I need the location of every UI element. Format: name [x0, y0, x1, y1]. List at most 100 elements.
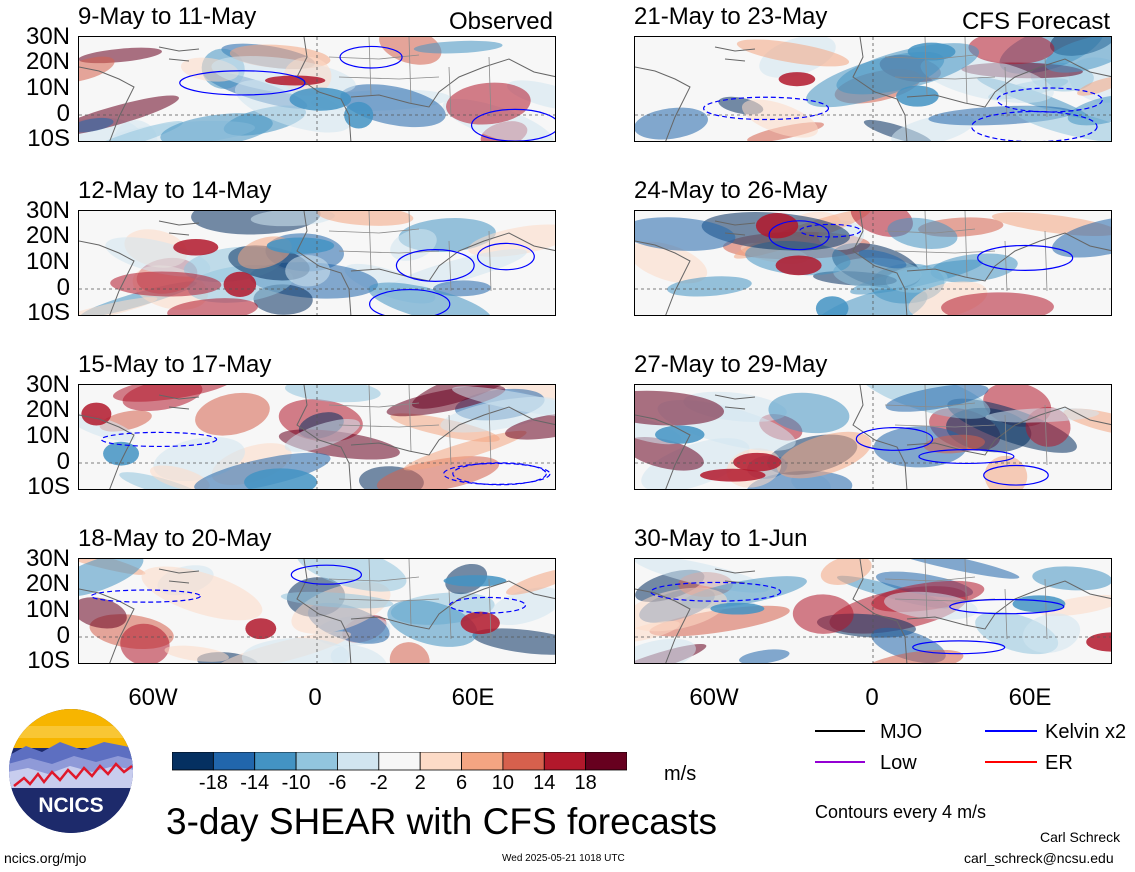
shear-anomaly-blob — [433, 280, 492, 297]
kelvin-contour — [443, 462, 551, 485]
colorbar-label: 2 — [414, 772, 426, 794]
shear-anomaly-blob — [635, 436, 704, 471]
shear-anomaly-blob — [105, 237, 211, 277]
legend-lines — [815, 730, 1037, 763]
kelvin-contour — [918, 449, 1015, 465]
shear-anomaly-blob — [941, 292, 1054, 315]
shear-anomaly-blob — [446, 82, 531, 125]
kelvin-contour — [971, 110, 1098, 141]
panel-title: 9-May to 11-May — [78, 3, 257, 30]
colorbar-swatch — [378, 751, 421, 771]
kelvin-contour — [799, 223, 862, 238]
shear-anomaly-blob — [164, 645, 229, 662]
kelvin-contour — [650, 581, 782, 602]
shear-anomaly-blob — [649, 605, 790, 637]
lon-label-60e-left: 60E — [451, 684, 495, 711]
colorbar — [171, 751, 628, 772]
kelvin-contour — [290, 564, 363, 585]
lat-label: 30N — [25, 371, 70, 398]
panel-tag: Observed — [448, 8, 553, 35]
shear-field — [635, 559, 1111, 663]
shear-anomaly-blob — [736, 39, 850, 67]
shear-anomaly-blob — [968, 37, 1055, 65]
kelvin-contour — [768, 220, 830, 251]
shear-map — [78, 558, 556, 664]
shear-anomaly-blob — [285, 255, 331, 287]
lat-label: 30N — [25, 545, 70, 572]
shear-anomaly-blob — [808, 287, 928, 315]
panel-title: 30-May to 1-Jun — [634, 525, 808, 552]
shear-anomaly-blob — [110, 271, 222, 297]
shear-anomaly-blob — [885, 385, 989, 412]
lon-label-60w-right: 60W — [689, 684, 739, 711]
shear-anomaly-blob — [387, 248, 527, 293]
shear-anomaly-core — [344, 101, 374, 129]
colorbar-label: -18 — [198, 772, 228, 794]
coastline — [79, 37, 555, 141]
shear-anomaly-blob — [122, 385, 203, 411]
kelvin-contour — [100, 431, 218, 448]
shear-anomaly-core — [460, 611, 500, 635]
coastline — [635, 211, 1111, 315]
panel-title: 24-May to 26-May — [634, 177, 828, 204]
lat-label: 0 — [56, 448, 70, 475]
colorbar-units: m/s — [664, 763, 697, 785]
lat-label: 10N — [25, 422, 70, 449]
shear-anomaly-blob — [284, 419, 360, 452]
shear-anomaly-blob — [884, 591, 978, 620]
shear-anomaly-core — [710, 602, 765, 615]
shear-anomaly-blob — [746, 470, 853, 489]
lat-label: 0 — [56, 100, 70, 127]
footer-email[interactable]: carl_schreck@ncsu.edu — [964, 850, 1114, 866]
shear-anomaly-core — [245, 618, 277, 640]
shear-anomaly-core — [700, 468, 766, 482]
colorbar-swatch — [295, 751, 338, 771]
kelvin-contour — [369, 288, 451, 315]
shear-anomaly-blob — [141, 566, 263, 621]
panel-title: 12-May to 14-May — [78, 177, 272, 204]
legend-kelvin-label: Kelvin x2 — [1045, 721, 1127, 743]
shear-anomaly-blob — [635, 638, 696, 663]
ncics-logo[interactable]: NCICS — [8, 708, 134, 834]
shear-anomaly-blob — [389, 642, 430, 663]
shear-anomaly-blob — [884, 559, 1020, 579]
colorbar-swatch — [419, 751, 462, 771]
shear-field — [79, 211, 555, 315]
lat-label: 20N — [25, 222, 70, 249]
kelvin-contour — [339, 45, 403, 69]
shear-anomaly-blob — [79, 597, 127, 629]
legend-mjo-label: MJO — [880, 721, 923, 743]
legend — [815, 718, 1135, 778]
coastline — [79, 559, 555, 663]
lat-label: 20N — [25, 570, 70, 597]
panel-title: 18-May to 20-May — [78, 525, 272, 552]
shear-anomaly-blob — [368, 282, 492, 315]
shear-anomaly-core — [1086, 632, 1111, 652]
colorbar-label: 14 — [533, 772, 556, 794]
shear-anomaly-blob — [403, 430, 527, 471]
shear-anomaly-blob — [635, 390, 725, 426]
lat-label: 30N — [25, 23, 70, 50]
shear-map — [634, 558, 1112, 664]
shear-map — [634, 36, 1112, 142]
main-title: 3-day SHEAR with CFS forecasts — [166, 801, 718, 842]
shear-anomaly-blob — [506, 80, 555, 111]
footer-url[interactable]: ncics.org/mjo — [4, 850, 87, 866]
panel-title: 21-May to 23-May — [634, 3, 828, 30]
shear-anomaly-blob — [413, 40, 503, 54]
colorbar-swatch — [543, 751, 587, 771]
colorbar-swatch — [212, 751, 256, 771]
coastline — [79, 211, 555, 315]
shear-field — [79, 385, 555, 489]
country-borders — [884, 385, 1048, 466]
shear-anomaly-blob — [234, 79, 351, 133]
lon-label-0-right: 0 — [865, 684, 879, 711]
lat-label: 20N — [25, 48, 70, 75]
shear-anomaly-blob — [858, 249, 907, 269]
shear-anomaly-core — [81, 402, 112, 426]
shear-anomaly-core — [907, 42, 956, 61]
shear-anomaly-blob — [1077, 76, 1111, 96]
shear-anomaly-blob — [776, 431, 872, 479]
shear-anomaly-blob — [452, 386, 555, 418]
coastline — [635, 559, 1111, 663]
